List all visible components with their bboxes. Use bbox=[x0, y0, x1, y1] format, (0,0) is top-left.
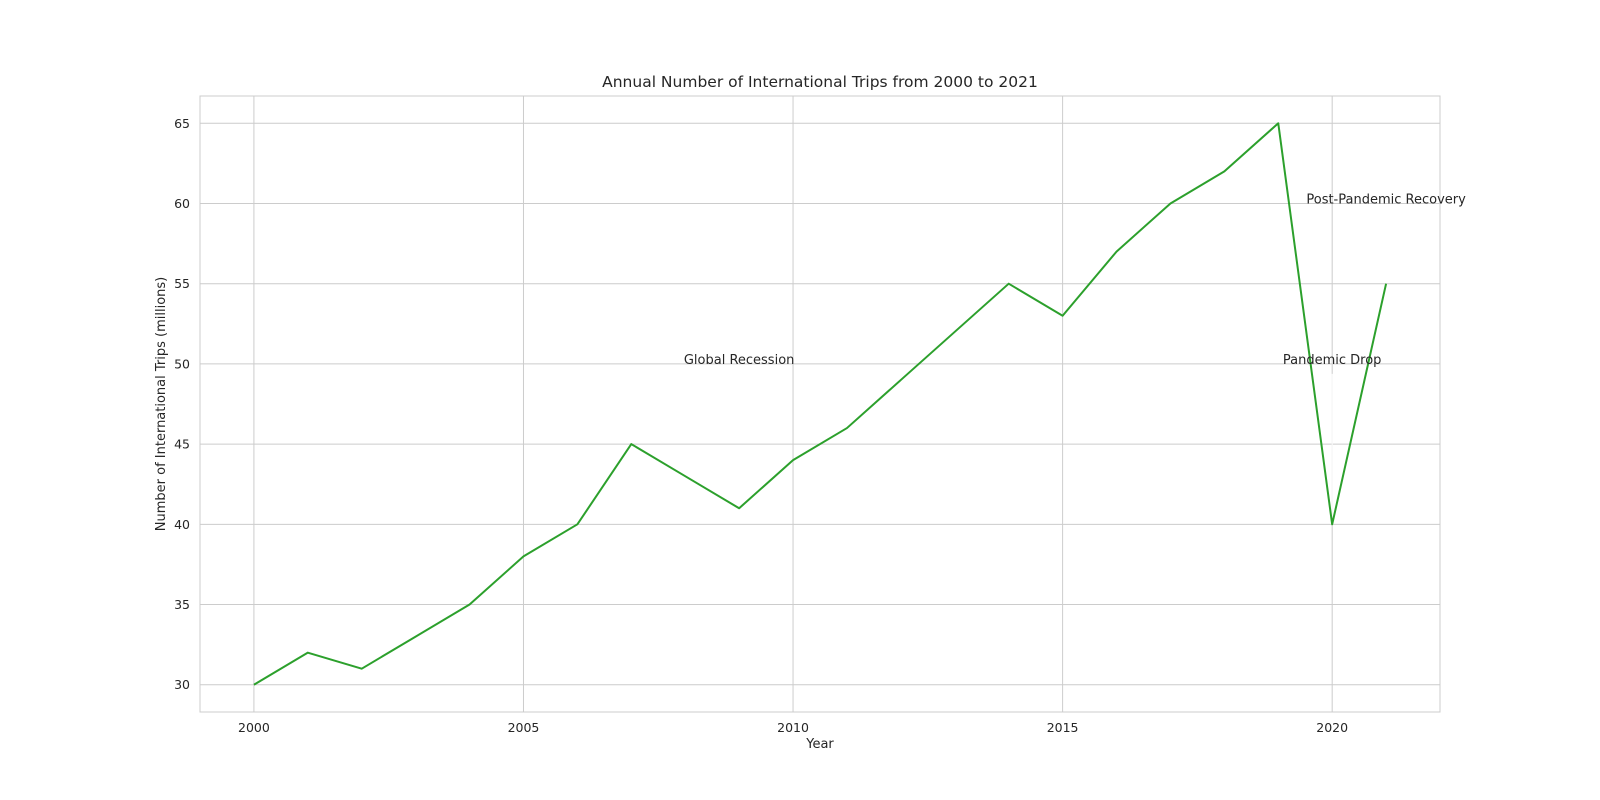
tick-labels: 2000 2005 2010 2015 2020 30 35 40 45 50 55 60 65 bbox=[174, 116, 1348, 735]
series-line-international-trips bbox=[253, 122, 1388, 686]
x-axis-label: Year bbox=[805, 737, 834, 752]
y-tick-label: 30 bbox=[174, 677, 190, 692]
annotation-arrows bbox=[738, 213, 1387, 519]
x-tick-label: 2020 bbox=[1316, 720, 1348, 735]
y-tick-label: 35 bbox=[174, 597, 190, 612]
annotation-label: Post-Pandemic Recovery bbox=[1306, 192, 1466, 207]
y-tick-label: 55 bbox=[174, 276, 190, 291]
series-lines bbox=[253, 122, 1388, 686]
y-tick-label: 60 bbox=[174, 196, 190, 211]
annotation-label: Global Recession bbox=[684, 353, 795, 368]
x-tick-label: 2000 bbox=[238, 720, 270, 735]
x-tick-label: 2010 bbox=[777, 720, 809, 735]
plot-frame bbox=[199, 95, 1441, 713]
x-tick-label: 2015 bbox=[1047, 720, 1079, 735]
y-tick-label: 65 bbox=[174, 116, 190, 131]
y-tick-label: 40 bbox=[174, 517, 190, 532]
y-tick-label: 45 bbox=[174, 437, 190, 452]
y-axis-label: Number of International Trips (millions) bbox=[154, 277, 169, 531]
x-tick-label: 2005 bbox=[508, 720, 540, 735]
annotation-labels: Global Recession Pandemic Drop Post-Pandem… bbox=[684, 192, 1466, 367]
grid-lines bbox=[200, 96, 1440, 712]
annotation-label: Pandemic Drop bbox=[1283, 353, 1382, 368]
y-tick-label: 50 bbox=[174, 356, 190, 371]
chart-title: Annual Number of International Trips fro… bbox=[602, 73, 1038, 91]
